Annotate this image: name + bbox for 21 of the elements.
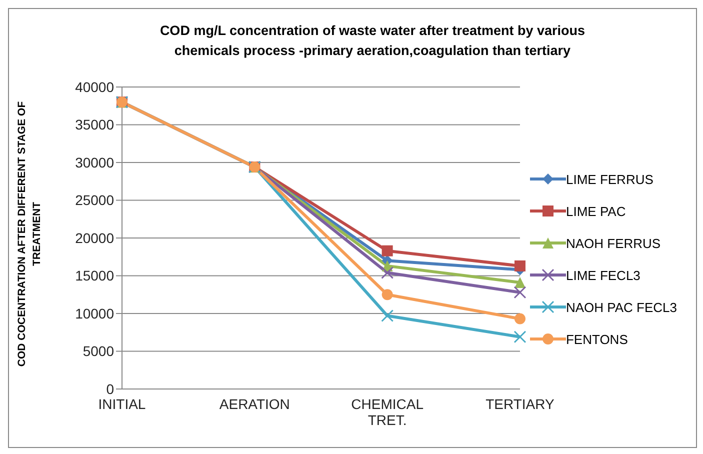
y-tick-label: 25000 xyxy=(75,192,114,208)
x-tick-label: INITIAL xyxy=(98,396,146,412)
y-tick-label: 40000 xyxy=(75,78,114,95)
legend-label: FENTONS xyxy=(566,332,628,346)
chart-title: COD mg/L concentration of waste water after treatment by various chemicals process -primary aeration,coagulation than tertiary xyxy=(159,22,586,60)
legend-label: NAOH FERRUS xyxy=(566,236,661,250)
y-tick-label: 30000 xyxy=(75,154,114,170)
x-tick-label: AERATION xyxy=(219,396,290,412)
y-tick-label: 0 xyxy=(106,380,114,397)
y-tick-label: 20000 xyxy=(75,230,114,246)
legend-label: LIME FECL3 xyxy=(566,268,640,282)
y-tick-label: 35000 xyxy=(75,116,114,133)
y-tick-label: 5000 xyxy=(82,343,114,360)
y-axis-title: COD COCENTRATION AFTER DIFFERENT STAGE OF TREATMENT xyxy=(15,100,44,369)
legend-label: LIME FERRUS xyxy=(566,172,654,186)
y-tick-label: 15000 xyxy=(75,268,114,284)
legend-label: LIME PAC xyxy=(566,204,626,218)
x-tick-label: CHEMICAL TRET. xyxy=(351,396,424,428)
x-tick-label: TERTIARY xyxy=(486,396,555,412)
legend-label: NAOH PAC FECL3 xyxy=(566,300,677,314)
y-tick-label: 10000 xyxy=(75,305,114,322)
